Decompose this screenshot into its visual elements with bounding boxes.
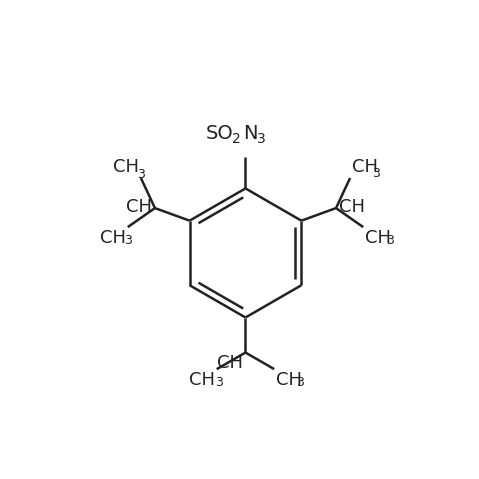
Text: CH: CH <box>189 371 215 389</box>
Text: SO: SO <box>206 124 234 143</box>
Text: CH: CH <box>276 371 302 389</box>
Text: 2: 2 <box>232 132 241 146</box>
Text: CH: CH <box>126 198 152 217</box>
Text: 3: 3 <box>297 376 304 389</box>
Text: 3: 3 <box>257 132 265 146</box>
Text: CH: CH <box>100 229 126 247</box>
Text: 3: 3 <box>216 376 223 389</box>
Text: CH: CH <box>339 198 365 217</box>
Text: N: N <box>243 124 257 143</box>
Text: CH: CH <box>352 158 378 176</box>
Text: CH: CH <box>113 158 139 176</box>
Text: CH: CH <box>217 354 242 372</box>
Text: CH: CH <box>365 229 391 247</box>
Text: 3: 3 <box>137 168 145 181</box>
Text: 3: 3 <box>124 235 132 248</box>
Text: 3: 3 <box>386 234 394 247</box>
Text: 3: 3 <box>373 167 380 180</box>
